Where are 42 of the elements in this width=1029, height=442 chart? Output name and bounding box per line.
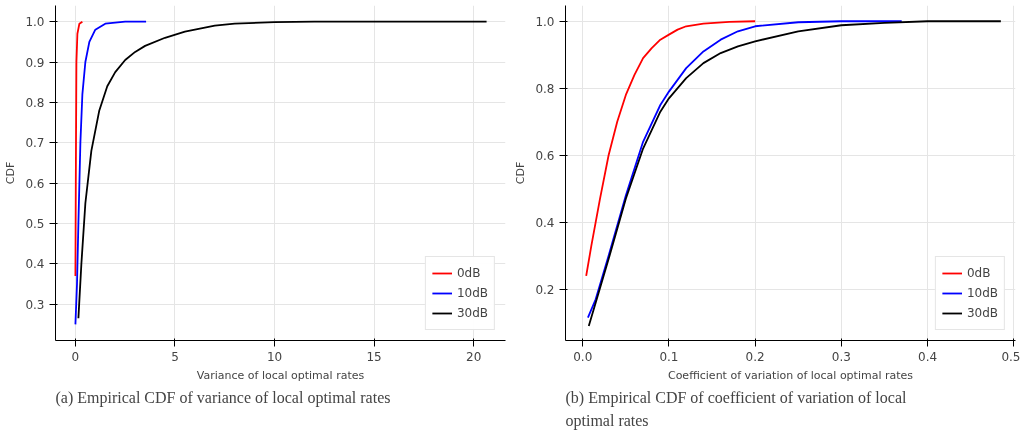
x-tick-label: 0.1 [659, 349, 679, 364]
x-tick-label: 15 [366, 349, 382, 364]
x-tick-label: 0 [71, 349, 80, 364]
x-axis-title: Coefficient of variation of local optimal rates [667, 368, 914, 382]
y-tick-label: 0.9 [25, 55, 45, 70]
line-series [74, 20, 147, 326]
y-tick-label: 0.4 [25, 257, 45, 272]
y-tick-label: 0.3 [25, 297, 45, 312]
y-tick-label: 0.4 [535, 215, 555, 230]
x-tick-label: 0.4 [918, 349, 938, 364]
line-series [74, 20, 84, 277]
line-series [587, 20, 1002, 327]
line-series [585, 20, 757, 277]
legend-label: 10dB [456, 286, 488, 300]
y-axis-title: CDF [514, 161, 528, 185]
legend-label: 0dB [966, 266, 991, 280]
y-tick-label: 0.7 [25, 136, 45, 151]
y-tick-label: 1.0 [535, 14, 555, 29]
y-tick-label: 0.6 [535, 148, 555, 163]
x-tick-label: 0.3 [831, 349, 851, 364]
y-tick-label: 0.8 [535, 81, 555, 96]
x-axis-title: Variance of local optimal rates [196, 368, 365, 382]
y-tick-label: 1.0 [25, 15, 45, 30]
y-tick-label: 0.6 [25, 176, 45, 191]
x-tick-label: 10 [266, 349, 283, 364]
y-tick-label: 0.2 [535, 282, 555, 297]
legend-label: 30dB [456, 306, 488, 320]
line-series [587, 20, 903, 319]
line-series [77, 20, 488, 320]
x-tick-label: 20 [466, 349, 482, 364]
text: (b) Empirical CDF of coefficient of variation of local optimal rates [565, 388, 907, 430]
x-tick-label: 0.2 [745, 349, 765, 364]
y-tick-label: 0.8 [25, 95, 45, 110]
x-tick-label: 5 [171, 349, 179, 364]
legend-label: 10dB [966, 286, 998, 300]
x-tick-label: 0.5 [1001, 349, 1021, 364]
y-axis-title: CDF [4, 161, 18, 185]
y-tick-label: 0.5 [25, 216, 45, 231]
text: (a) Empirical CDF of variance of local optimal rates [55, 388, 391, 407]
legend-label: 0dB [456, 266, 481, 280]
x-tick-label: 0.0 [573, 349, 593, 364]
legend-label: 30dB [966, 306, 998, 320]
